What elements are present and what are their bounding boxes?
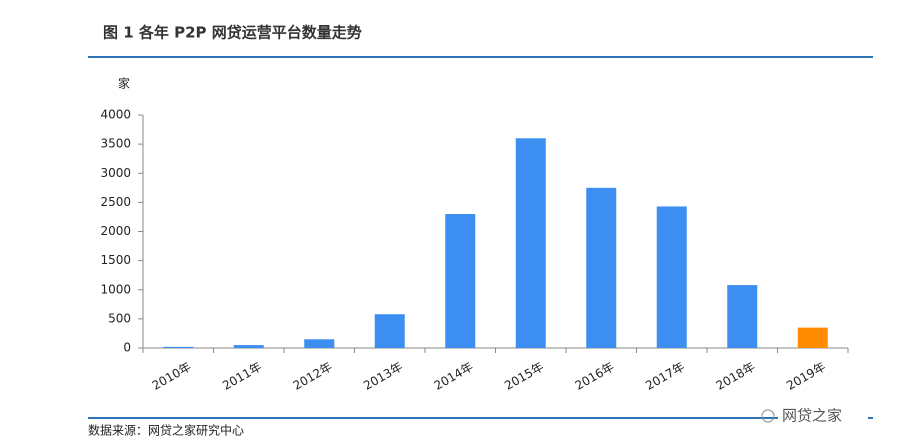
y-tick-label: 500 — [108, 311, 131, 325]
bar — [374, 314, 405, 348]
bar — [727, 285, 758, 348]
watermark-icon — [761, 409, 775, 423]
x-tick-label: 2011年 — [220, 360, 264, 393]
bar — [163, 346, 194, 348]
x-tick-label: 2019年 — [784, 360, 828, 393]
x-tick-label: 2013年 — [361, 360, 405, 393]
y-tick-label: 2500 — [100, 195, 131, 209]
bar — [656, 206, 687, 348]
x-tick-label: 2012年 — [291, 360, 335, 393]
watermark-bg — [778, 404, 868, 430]
bar — [797, 327, 828, 348]
y-axis-label: 家 — [118, 76, 130, 91]
y-tick-label: 1000 — [100, 282, 131, 296]
x-tick-label: 2010年 — [150, 360, 194, 393]
x-tick-label: 2017年 — [643, 360, 687, 393]
x-tick-label: 2014年 — [432, 360, 476, 393]
bar — [304, 339, 335, 348]
y-tick-label: 0 — [123, 341, 131, 355]
y-tick-label: 1500 — [100, 253, 131, 267]
x-tick-label: 2016年 — [573, 360, 617, 393]
watermark: 网贷之家 — [782, 407, 842, 425]
bar — [586, 187, 617, 348]
x-tick-label: 2015年 — [502, 360, 546, 393]
y-tick-label: 3500 — [100, 137, 131, 151]
bar — [515, 138, 546, 348]
chart-title: 图 1 各年 P2P 网贷运营平台数量走势 — [103, 24, 362, 42]
y-tick-label: 3000 — [100, 166, 131, 180]
source: 数据来源：网贷之家研究中心 — [88, 423, 244, 438]
y-tick-label: 2000 — [100, 224, 131, 238]
x-tick-label: 2018年 — [714, 360, 758, 393]
bar — [445, 214, 476, 348]
bar — [233, 345, 264, 348]
y-tick-label: 4000 — [100, 108, 131, 122]
